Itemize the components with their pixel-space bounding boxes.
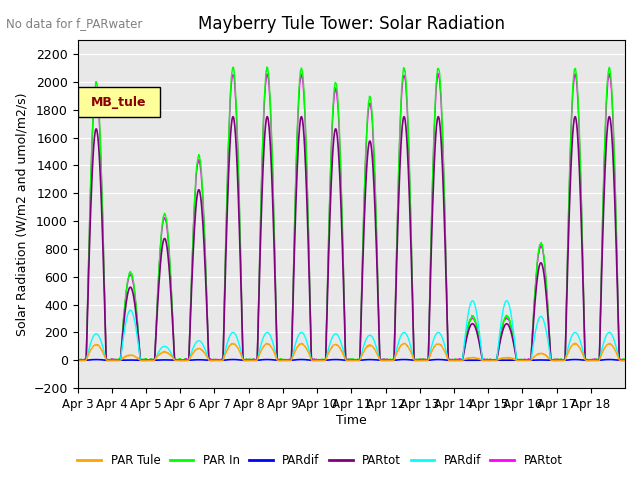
Legend: PAR Tule, PAR In, PARdif, PARtot, PARdif, PARtot: PAR Tule, PAR In, PARdif, PARtot, PARdif… [73, 449, 567, 472]
Text: MB_tule: MB_tule [91, 96, 147, 108]
Y-axis label: Solar Radiation (W/m2 and umol/m2/s): Solar Radiation (W/m2 and umol/m2/s) [15, 92, 28, 336]
X-axis label: Time: Time [336, 414, 367, 427]
FancyBboxPatch shape [77, 87, 160, 117]
Title: Mayberry Tule Tower: Solar Radiation: Mayberry Tule Tower: Solar Radiation [198, 15, 505, 33]
Text: No data for f_PARwater: No data for f_PARwater [6, 17, 143, 30]
